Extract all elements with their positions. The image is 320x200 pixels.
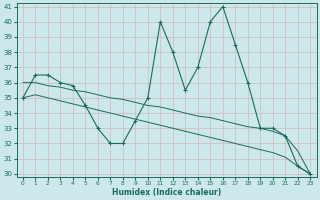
X-axis label: Humidex (Indice chaleur): Humidex (Indice chaleur) — [112, 188, 221, 197]
